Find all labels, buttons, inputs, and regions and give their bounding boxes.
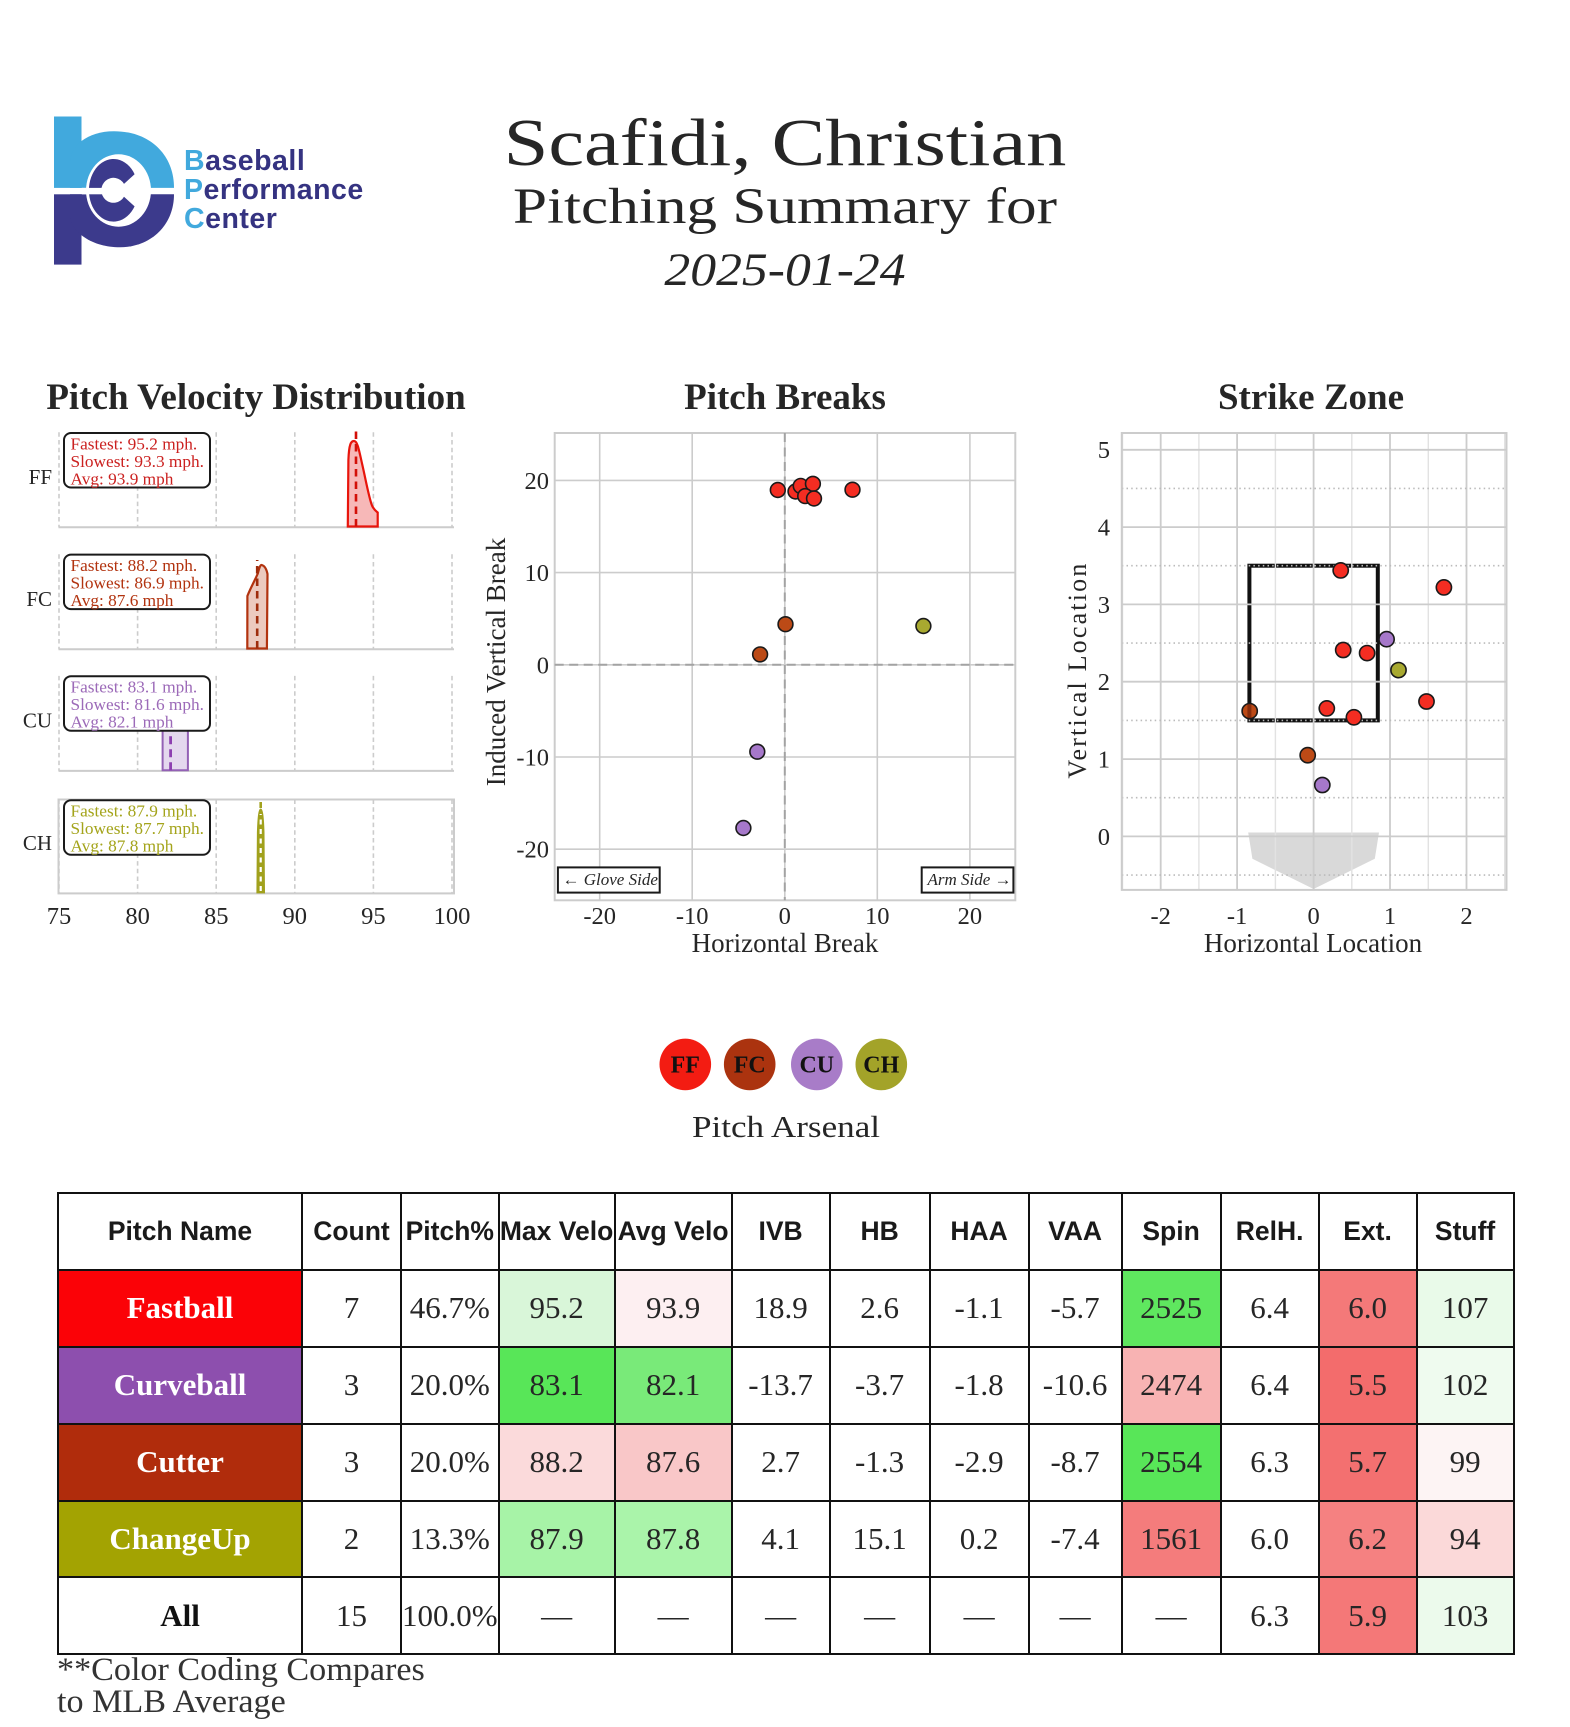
svg-text:Slowest: 86.9 mph.: Slowest: 86.9 mph. [71,574,204,593]
svg-text:Slowest: 87.7 mph.: Slowest: 87.7 mph. [71,819,204,838]
svg-text:75: 75 [47,903,72,930]
svg-text:Arm Side →: Arm Side → [927,870,1012,889]
svg-text:1: 1 [1384,903,1396,930]
svg-text:Slowest: 81.6 mph.: Slowest: 81.6 mph. [71,695,204,714]
svg-text:Center: Center [184,203,277,235]
svg-text:Induced Vertical Break: Induced Vertical Break [481,537,511,786]
svg-text:Fastest: 83.1 mph.: Fastest: 83.1 mph. [71,678,198,697]
svg-text:Fastest: 87.9 mph.: Fastest: 87.9 mph. [71,802,198,821]
svg-text:0: 0 [779,903,791,930]
svg-text:Vertical Location: Vertical Location [1063,561,1092,778]
svg-text:Horizontal Break: Horizontal Break [692,928,879,958]
svg-text:Baseball: Baseball [184,145,305,177]
svg-text:100: 100 [434,903,471,930]
svg-text:20: 20 [958,903,983,930]
svg-text:← Glove Side: ← Glove Side [563,870,659,889]
svg-text:-10: -10 [676,903,709,930]
svg-text:Performance: Performance [184,174,364,206]
svg-text:Avg: 87.8 mph: Avg: 87.8 mph [71,837,174,856]
svg-text:CH: CH [863,1053,899,1079]
svg-text:-2: -2 [1150,903,1170,930]
svg-text:FC: FC [26,587,52,611]
svg-text:2: 2 [1098,669,1110,696]
svg-text:1: 1 [1098,747,1110,774]
svg-text:Avg: 82.1 mph: Avg: 82.1 mph [71,713,174,732]
svg-text:Slowest: 93.3 mph.: Slowest: 93.3 mph. [71,452,204,471]
svg-text:0: 0 [1307,903,1319,930]
svg-text:5: 5 [1098,437,1110,464]
svg-text:Avg: 87.6 mph: Avg: 87.6 mph [71,591,174,610]
svg-text:0: 0 [1098,824,1110,851]
svg-text:-20: -20 [583,903,616,930]
svg-text:-10: -10 [516,745,549,772]
svg-text:FF: FF [671,1053,700,1079]
svg-text:2: 2 [1460,903,1472,930]
svg-text:FF: FF [29,465,52,489]
svg-text:10: 10 [865,903,890,930]
svg-text:3: 3 [1098,592,1110,619]
svg-text:95: 95 [361,903,386,930]
svg-text:CH: CH [23,831,52,855]
svg-text:20: 20 [525,468,550,495]
svg-text:0: 0 [537,652,549,679]
svg-text:Fastest: 88.2 mph.: Fastest: 88.2 mph. [71,556,198,575]
svg-text:Fastest: 95.2 mph.: Fastest: 95.2 mph. [71,435,198,454]
svg-text:-1: -1 [1227,903,1247,930]
svg-text:90: 90 [283,903,308,930]
svg-text:CU: CU [799,1053,834,1079]
svg-text:CU: CU [23,708,52,732]
svg-text:Avg: 93.9 mph: Avg: 93.9 mph [71,469,174,488]
svg-text:80: 80 [125,903,150,930]
svg-text:85: 85 [204,903,229,930]
svg-text:-20: -20 [516,837,549,864]
svg-text:Horizontal Location: Horizontal Location [1204,928,1423,958]
svg-text:FC: FC [734,1053,766,1079]
svg-text:4: 4 [1098,515,1110,542]
svg-text:10: 10 [525,560,550,587]
